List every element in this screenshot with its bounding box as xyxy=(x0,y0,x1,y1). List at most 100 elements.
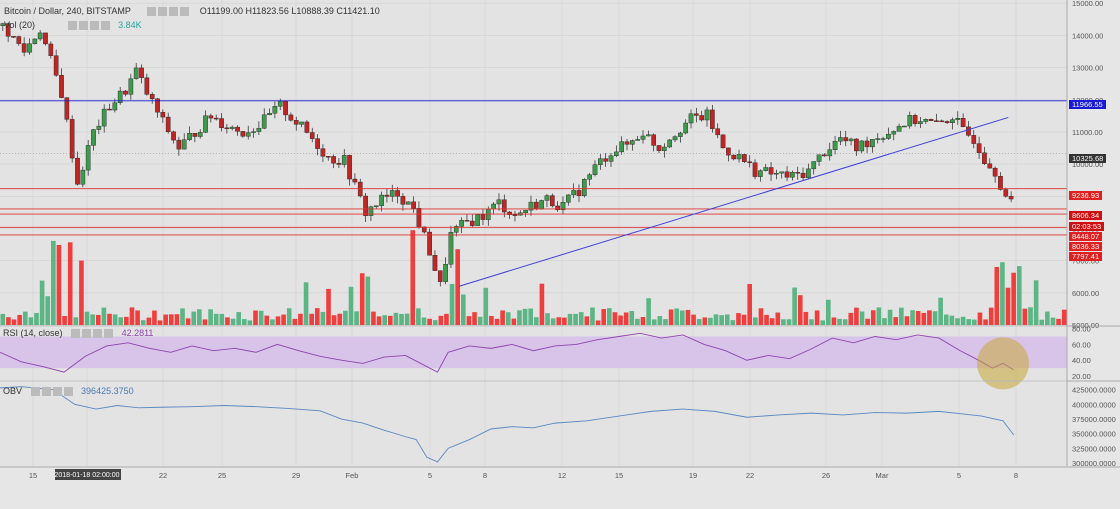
volume-bar-55 xyxy=(309,313,314,325)
candle-body-53 xyxy=(283,100,288,116)
candle-body-186 xyxy=(992,167,998,177)
settings-icon[interactable] xyxy=(78,21,88,31)
settings-icon[interactable] xyxy=(82,329,92,339)
candle-body-6 xyxy=(32,38,38,44)
candle-body-88 xyxy=(469,220,475,226)
volume-bar-41 xyxy=(230,318,236,325)
candle-body-172 xyxy=(918,121,923,124)
close-icon[interactable] xyxy=(169,7,179,17)
candle-body-90 xyxy=(480,214,486,220)
volume-bar-104 xyxy=(584,316,590,325)
candle-body-185 xyxy=(987,163,993,169)
toolbar-buttons[interactable] xyxy=(147,6,194,17)
volume-bar-94 xyxy=(528,308,533,325)
eye-icon[interactable] xyxy=(67,21,77,31)
time-tick-7: 8 xyxy=(483,471,487,480)
candle-body-100 xyxy=(533,201,539,210)
more-icon[interactable] xyxy=(100,21,110,31)
candle-body-112 xyxy=(597,158,603,165)
candle-body-42 xyxy=(224,127,230,130)
more-icon[interactable] xyxy=(63,387,73,397)
candle-body-139 xyxy=(742,154,747,162)
candle-body-82 xyxy=(437,270,443,282)
volume-bar-40 xyxy=(225,317,230,325)
candle-body-125 xyxy=(667,139,673,148)
volume-bar-89 xyxy=(500,310,505,325)
volume-bar-44 xyxy=(247,320,253,325)
volume-bar-18 xyxy=(101,307,107,325)
candle-body-151 xyxy=(806,168,811,178)
rsi-highlight-circle xyxy=(976,337,1029,390)
volume-bar-148 xyxy=(831,317,837,325)
close-icon[interactable] xyxy=(89,21,99,31)
volume-bar-103 xyxy=(578,312,584,325)
settings-icon[interactable] xyxy=(41,387,51,397)
rsi-legend: RSI (14, close) 42.2811 xyxy=(3,328,153,339)
volume-bar-169 xyxy=(949,315,955,325)
rsi-tick-0: 80.00 xyxy=(1072,325,1091,334)
volume-bar-59 xyxy=(331,315,337,325)
volume-bar-120 xyxy=(674,308,680,325)
candle-body-78 xyxy=(416,208,422,228)
candle-body-116 xyxy=(619,141,625,153)
candle-body-145 xyxy=(774,172,779,175)
time-tick-15: 8 xyxy=(1014,471,1018,480)
volume-bar-71 xyxy=(399,313,404,325)
settings-icon[interactable] xyxy=(158,7,168,17)
volume-bar-66 xyxy=(371,311,376,325)
candle-body-45 xyxy=(240,131,246,137)
volume-bar-174 xyxy=(977,312,983,325)
candle-body-17 xyxy=(91,129,96,146)
rsi-tick-1: 60.00 xyxy=(1072,340,1091,349)
volume-bar-1 xyxy=(6,317,11,325)
volume-bar-83 xyxy=(466,316,472,325)
volume-bar-117 xyxy=(657,316,663,325)
candle-body-123 xyxy=(656,145,662,151)
volume-label: Vol (20) xyxy=(4,20,36,30)
close-icon[interactable] xyxy=(93,329,103,339)
candle-body-28 xyxy=(149,94,155,100)
volume-bar-134 xyxy=(753,317,758,325)
candle-body-96 xyxy=(512,214,518,216)
close-icon[interactable] xyxy=(52,387,62,397)
volume-bar-178 xyxy=(1000,262,1005,325)
candle-body-20 xyxy=(107,108,112,111)
candle-body-31 xyxy=(165,116,171,133)
candle-body-48 xyxy=(256,128,262,132)
candle-body-23 xyxy=(123,90,128,95)
rsi-line xyxy=(0,332,1014,373)
volume-bar-129 xyxy=(724,314,730,325)
volume-bar-91 xyxy=(511,318,517,325)
volume-bar-156 xyxy=(876,307,882,325)
candle-body-142 xyxy=(758,170,763,177)
volume-bar-167 xyxy=(938,297,943,325)
volume-bar-78 xyxy=(438,315,444,325)
eye-icon[interactable] xyxy=(30,387,40,397)
volume-bar-75 xyxy=(421,317,427,325)
volume-bar-163 xyxy=(915,310,921,325)
time-axis-bg xyxy=(0,466,1120,509)
volume-bar-56 xyxy=(314,308,320,325)
volume-bar-12 xyxy=(67,242,73,325)
more-icon[interactable] xyxy=(180,7,190,17)
more-icon[interactable] xyxy=(104,329,114,339)
obv-label: OBV xyxy=(3,386,23,396)
volume-bar-7 xyxy=(39,280,45,325)
candle-body-104 xyxy=(555,205,560,211)
volume-bar-136 xyxy=(764,314,769,325)
volume-bar-177 xyxy=(994,266,1000,325)
candle-body-129 xyxy=(688,113,694,124)
candle-body-1 xyxy=(5,23,11,37)
eye-icon[interactable] xyxy=(147,7,157,17)
volume-bar-76 xyxy=(427,318,432,325)
eye-icon[interactable] xyxy=(71,329,81,339)
time-tick-8: 12 xyxy=(558,471,566,480)
candle-body-171 xyxy=(912,115,918,124)
volume-bar-152 xyxy=(854,307,859,325)
candle-body-43 xyxy=(229,126,235,129)
candle-body-24 xyxy=(128,78,134,95)
candle-body-9 xyxy=(48,43,54,56)
volume-bar-173 xyxy=(972,319,977,325)
volume-bar-62 xyxy=(348,286,354,325)
